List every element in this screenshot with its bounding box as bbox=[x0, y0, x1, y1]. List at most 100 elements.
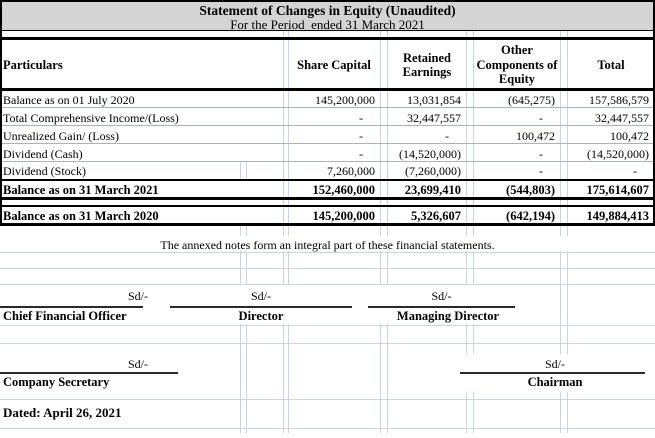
signature-line bbox=[460, 372, 645, 374]
cell-fill bbox=[168, 285, 354, 324]
border-top bbox=[0, 0, 655, 2]
row-separator bbox=[1, 125, 654, 126]
border bbox=[0, 205, 655, 207]
gridline bbox=[0, 268, 655, 269]
signature-block-1: Sd/- Sd/- Sd/- Chief Financial Officer D… bbox=[0, 285, 655, 325]
gridline bbox=[387, 31, 388, 226]
row-separator bbox=[1, 161, 654, 162]
col-header-retained-earnings: Retained Earnings bbox=[402, 50, 452, 80]
cell-retained-earnings: (14,520,000) bbox=[399, 146, 461, 161]
border bbox=[0, 37, 655, 40]
row-separator bbox=[1, 143, 654, 144]
cell-retained-earnings: - bbox=[445, 128, 449, 143]
gridline bbox=[567, 226, 568, 433]
dated-line: Dated: April 26, 2021 bbox=[3, 405, 122, 420]
gridline bbox=[380, 31, 381, 226]
gridline bbox=[246, 162, 247, 180]
row-label: Balance as on 01 July 2020 bbox=[3, 93, 135, 107]
gridline bbox=[0, 428, 655, 429]
border bbox=[0, 30, 655, 31]
cell-fill bbox=[0, 285, 162, 324]
row-label: Dividend (Cash) bbox=[3, 146, 83, 161]
cell-share-capital: - bbox=[359, 110, 363, 125]
signature-line bbox=[0, 372, 178, 374]
cell-total: 32,447,557 bbox=[595, 110, 649, 125]
gridline bbox=[466, 31, 467, 226]
row-label: Unrealized Gain/ (Loss) bbox=[3, 128, 119, 143]
gridline bbox=[288, 226, 289, 433]
signatory-title-company-secretary: Company Secretary bbox=[3, 375, 110, 389]
border bbox=[0, 88, 655, 91]
cell-share-capital: 152,460,000 bbox=[312, 183, 376, 197]
border bbox=[0, 223, 655, 226]
border bbox=[0, 179, 655, 181]
title-band: Statement of Changes in Equity (Unaudite… bbox=[1, 2, 654, 32]
row-label: Total Comprehensive Income/(Loss) bbox=[3, 110, 179, 125]
sd-label: Sd/- bbox=[431, 289, 452, 303]
gridline bbox=[0, 325, 655, 326]
col-header-total: Total bbox=[597, 57, 625, 72]
col-header-share-capital: Share Capital bbox=[297, 57, 371, 72]
row-label: Balance as on 31 March 2020 bbox=[3, 209, 159, 223]
cell-total: 100,472 bbox=[610, 128, 649, 143]
cell-fill bbox=[366, 285, 517, 324]
cell-other-components: - bbox=[539, 146, 543, 161]
signatory-title-managing-director: Managing Director bbox=[396, 309, 500, 323]
report-title: Statement of Changes in Equity (Unaudite… bbox=[199, 3, 456, 18]
gridline bbox=[473, 31, 474, 226]
gridline bbox=[246, 226, 247, 433]
signature-line bbox=[368, 306, 515, 308]
gridline bbox=[387, 226, 388, 433]
table-row-total-2020: Balance as on 31 March 2020 145,200,000 … bbox=[0, 208, 655, 224]
table-row: Dividend (Cash) - (14,520,000) - (14,520… bbox=[0, 146, 655, 162]
gridline bbox=[0, 252, 655, 253]
sd-label: Sd/- bbox=[128, 357, 149, 371]
table-row: Total Comprehensive Income/(Loss) - 32,4… bbox=[0, 110, 655, 126]
cell-other-components: - bbox=[539, 164, 543, 178]
signature-line bbox=[0, 306, 143, 308]
gridline bbox=[0, 399, 655, 400]
cell-other-components: (544,803) bbox=[506, 183, 555, 197]
cell-other-components: - bbox=[539, 110, 543, 125]
cell-total: 175,614,607 bbox=[586, 183, 650, 197]
gridline bbox=[288, 31, 289, 226]
report-subtitle: For the Period ended 31 March 2021 bbox=[230, 17, 425, 32]
cell-share-capital: - bbox=[359, 146, 363, 161]
row-separator bbox=[1, 107, 654, 108]
signature-line bbox=[170, 306, 352, 308]
col-header-particulars: Particulars bbox=[3, 57, 63, 72]
gridline bbox=[0, 284, 655, 285]
border-right bbox=[653, 0, 655, 226]
gridline bbox=[560, 31, 561, 226]
cell-other-components: 100,472 bbox=[516, 128, 555, 143]
cell-total: - bbox=[633, 164, 637, 178]
row-label: Balance as on 31 March 2021 bbox=[3, 183, 159, 197]
table-row: Balance as on 01 July 2020 145,200,000 1… bbox=[0, 92, 655, 108]
cell-fill bbox=[0, 236, 655, 251]
gridline bbox=[380, 226, 381, 433]
cell-share-capital: 7,260,000 bbox=[327, 164, 375, 178]
sd-label: Sd/- bbox=[544, 357, 565, 371]
gridline bbox=[473, 226, 474, 433]
cell-share-capital: 145,200,000 bbox=[312, 209, 376, 223]
sd-label: Sd/- bbox=[128, 289, 149, 303]
col-header-other-components: Other Components of Equity bbox=[476, 43, 558, 87]
cell-other-components: (645,275) bbox=[508, 93, 555, 107]
border bbox=[0, 197, 655, 200]
notes-text: The annexed notes form an integral part … bbox=[160, 238, 495, 252]
table-row-total-2021: Balance as on 31 March 2021 152,460,000 … bbox=[0, 182, 655, 198]
gridline bbox=[240, 162, 241, 180]
gridline bbox=[283, 31, 284, 226]
table-row: Unrealized Gain/ (Loss) - - 100,472 100,… bbox=[0, 128, 655, 144]
border-left bbox=[0, 0, 2, 226]
gridline bbox=[560, 226, 561, 433]
cell-total: 157,586,579 bbox=[589, 93, 649, 107]
cell-retained-earnings: 13,031,854 bbox=[407, 93, 461, 107]
signature-block-2: Sd/- Sd/- Company Secretary Chairman bbox=[0, 354, 655, 392]
cell-retained-earnings: 23,699,410 bbox=[404, 183, 461, 197]
gridline bbox=[283, 226, 284, 433]
gridline bbox=[466, 226, 467, 433]
signatory-title-director: Director bbox=[238, 309, 284, 323]
gridline bbox=[240, 226, 241, 433]
